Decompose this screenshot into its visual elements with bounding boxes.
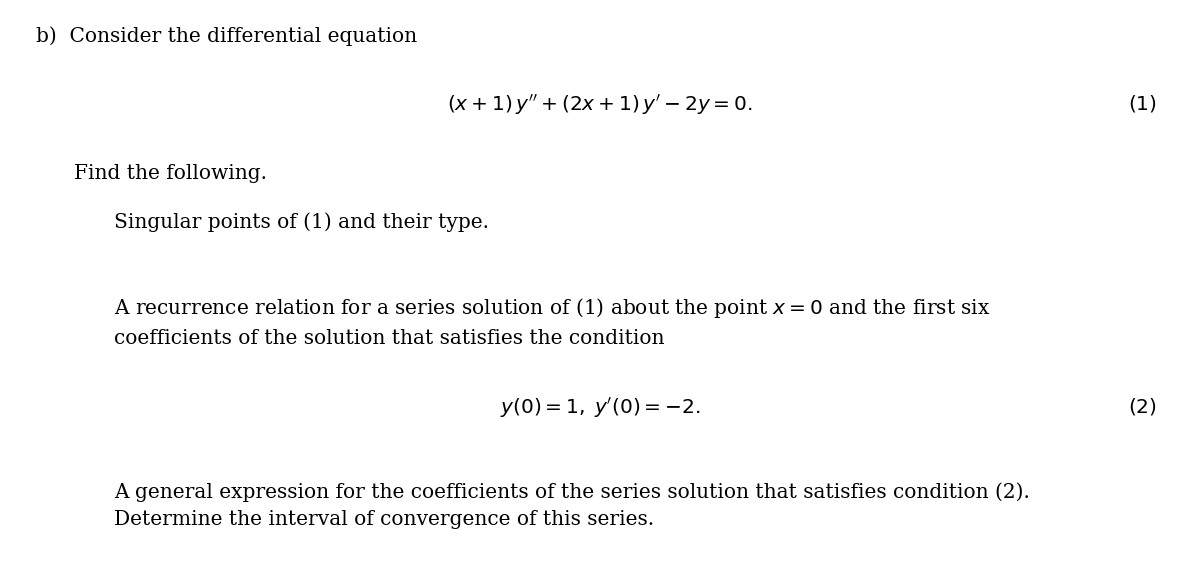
Text: Singular points of (1) and their type.: Singular points of (1) and their type. (114, 212, 490, 232)
Text: $(2)$: $(2)$ (1128, 396, 1157, 417)
Text: $(1)$: $(1)$ (1128, 93, 1157, 114)
Text: $y(0) = 1,\; y'(0) = {-2}.$: $y(0) = 1,\; y'(0) = {-2}.$ (499, 396, 701, 420)
Text: Find the following.: Find the following. (74, 164, 268, 183)
Text: b)  Consider the differential equation: b) Consider the differential equation (36, 26, 418, 46)
Text: A general expression for the coefficients of the series solution that satisfies : A general expression for the coefficient… (114, 482, 1030, 529)
Text: A recurrence relation for a series solution of (1) about the point $x = 0$ and t: A recurrence relation for a series solut… (114, 296, 990, 347)
Text: $(x + 1)\,y^{\prime\prime} + (2x + 1)\,y^{\prime} - 2y = 0.$: $(x + 1)\,y^{\prime\prime} + (2x + 1)\,y… (448, 93, 752, 117)
